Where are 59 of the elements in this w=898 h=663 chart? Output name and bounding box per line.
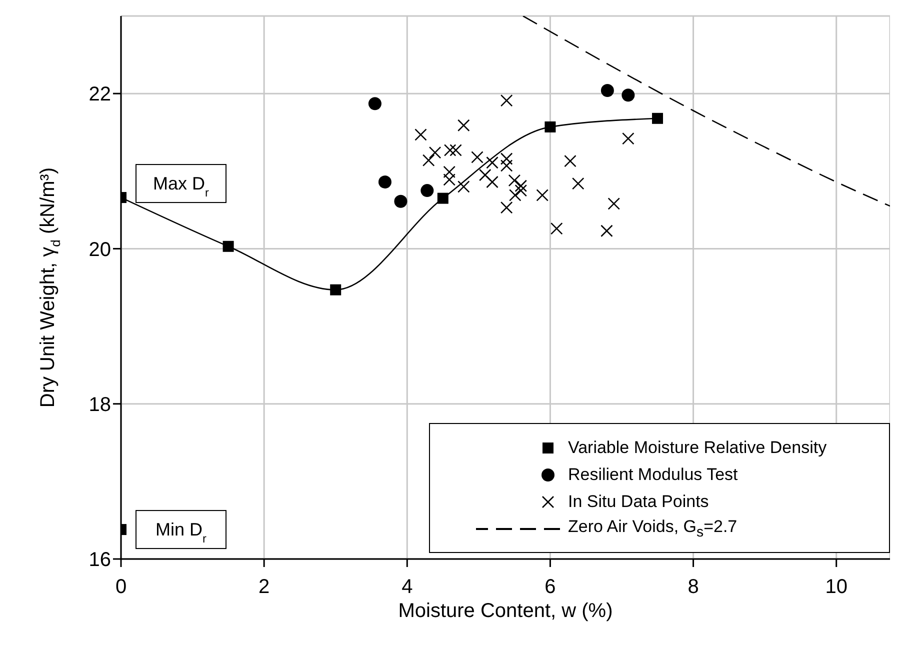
- point: [564, 154, 576, 168]
- point: [622, 132, 634, 145]
- label-box: Min D$_{r}$: [136, 510, 226, 550]
- point: [471, 151, 484, 164]
- point: [444, 144, 456, 156]
- y-tick-label: 22: [88, 84, 111, 106]
- annotation: Max D$_{r}$: [153, 174, 210, 200]
- point: [330, 284, 342, 296]
- point: [443, 166, 456, 178]
- point: [600, 84, 614, 97]
- point: [486, 176, 498, 188]
- point: [478, 168, 492, 182]
- point: [458, 180, 470, 193]
- point: [652, 112, 664, 124]
- point: [443, 174, 456, 186]
- x-tick-label: 0: [115, 576, 127, 598]
- line-series: [522, 16, 890, 207]
- point: [536, 189, 548, 202]
- point: [500, 160, 513, 172]
- point: [572, 177, 584, 190]
- x-tick-label: 4: [402, 576, 413, 598]
- x-tick-label: 2: [258, 576, 270, 598]
- y-tick-label: 20: [88, 238, 111, 261]
- point: [500, 152, 513, 165]
- point: [458, 119, 470, 132]
- point: [428, 146, 442, 159]
- point: [414, 128, 427, 141]
- x-axis-title: Moisture Content, w (%): [398, 600, 613, 622]
- point: [394, 194, 408, 208]
- point: [500, 94, 513, 107]
- legend-label: Resilient Modulus Test: [568, 464, 738, 484]
- point: [486, 156, 498, 169]
- point: [420, 184, 434, 198]
- point: [544, 121, 556, 132]
- legend-label: Zero Air Voids, G$_{s}$=2.7: [568, 516, 738, 540]
- point: [509, 189, 522, 202]
- x-tick-label: 8: [688, 576, 699, 598]
- point: [378, 176, 392, 189]
- point: [622, 88, 635, 102]
- point: [422, 154, 435, 166]
- legend-label: In Situ Data Points: [568, 492, 709, 510]
- point: [437, 192, 448, 204]
- annotation: Min D$_{r}$: [156, 520, 207, 546]
- point: [550, 222, 563, 235]
- y-tick-label: 18: [88, 394, 111, 416]
- x-tick-label: 10: [825, 576, 848, 598]
- point: [450, 144, 462, 156]
- point: [500, 201, 513, 214]
- point: [508, 174, 521, 187]
- point: [514, 180, 528, 192]
- y-tick-label: 16: [88, 549, 111, 572]
- point: [222, 240, 234, 252]
- point: [608, 198, 620, 210]
- x-tick-label: 6: [544, 576, 556, 598]
- point: [600, 224, 613, 238]
- point: [368, 97, 382, 110]
- point: [514, 184, 528, 197]
- legend-label: Variable Moisture Relative Density: [568, 438, 827, 456]
- label-box: Max D$_{r}$: [136, 164, 226, 204]
